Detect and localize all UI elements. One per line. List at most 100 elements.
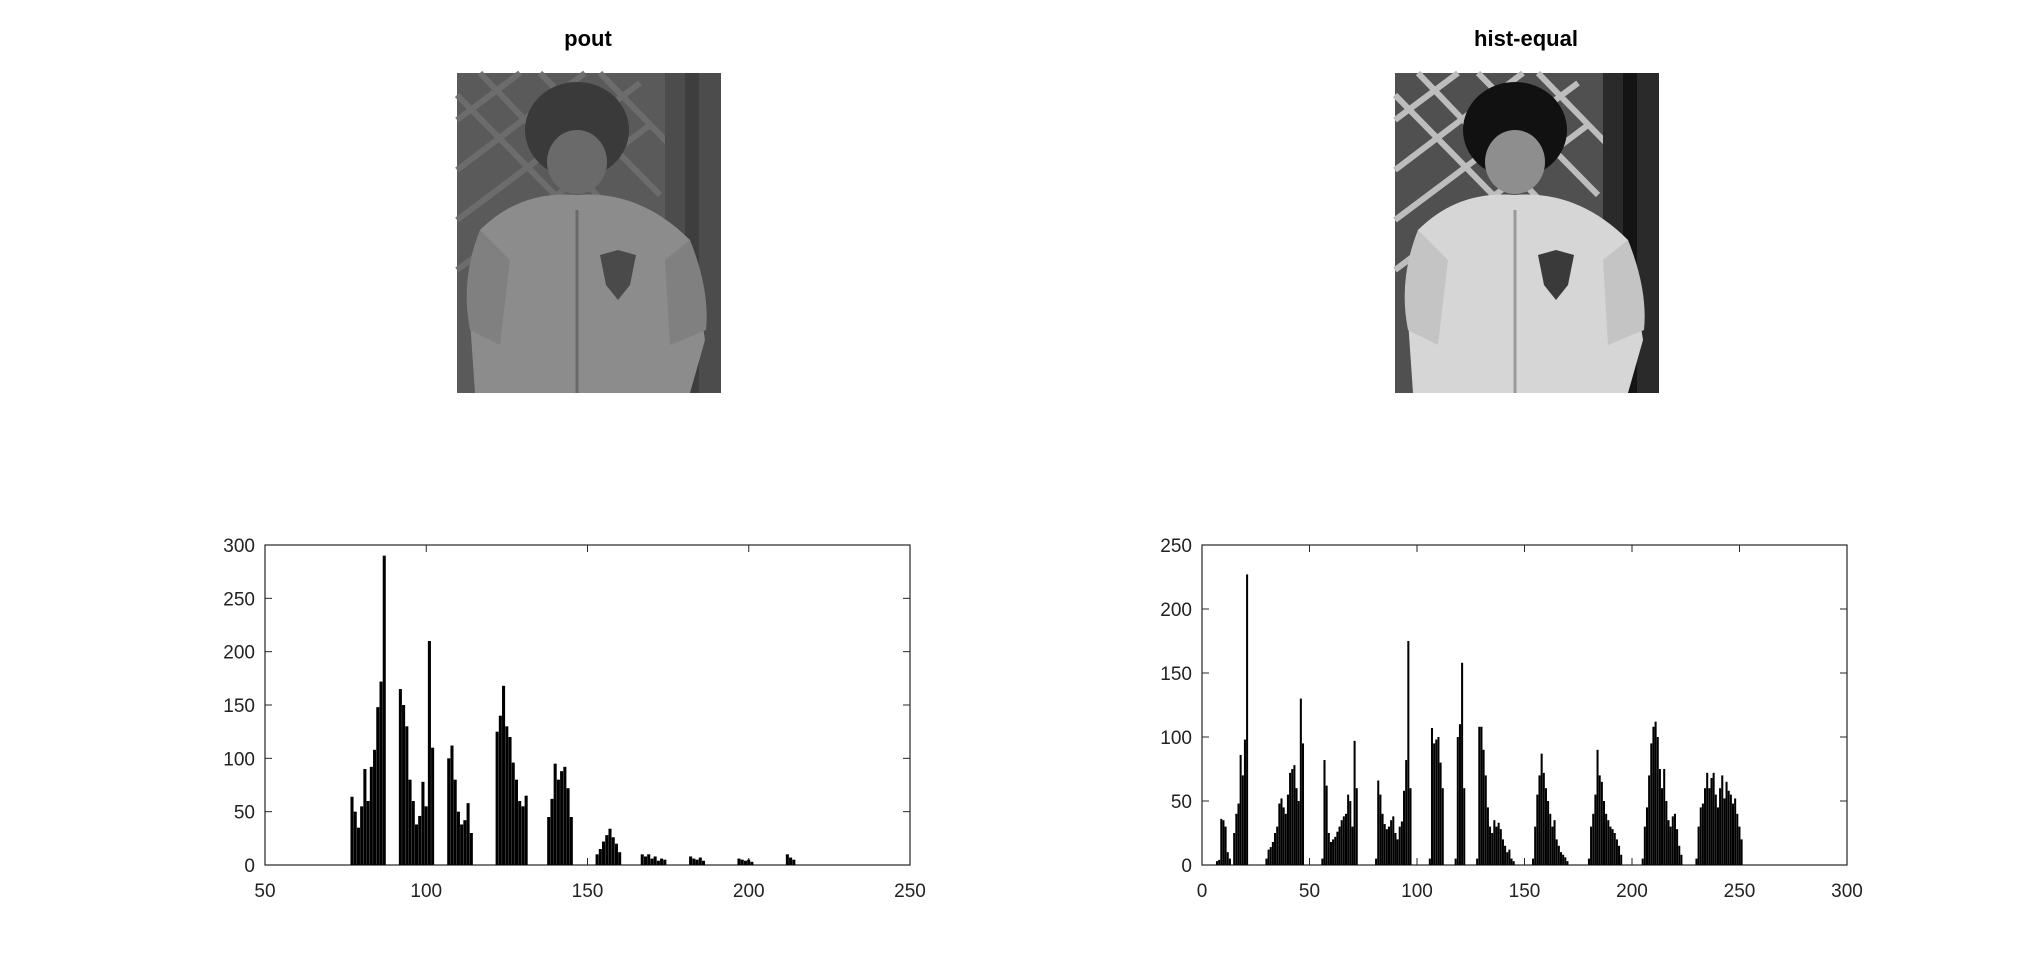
histogram-bar (701, 860, 706, 865)
histogram-bar (1220, 818, 1223, 865)
histogram-bar (1340, 820, 1343, 865)
histogram-bar (1323, 760, 1326, 865)
histogram-bar (450, 745, 454, 865)
histogram-bar (1228, 858, 1231, 865)
histogram-bar (1719, 788, 1722, 865)
histogram-bar (1478, 726, 1481, 865)
histogram-bar (495, 731, 499, 865)
histogram-bar (508, 737, 512, 865)
histogram-bar (518, 801, 522, 865)
histogram-bar (789, 857, 793, 865)
histogram-bar (411, 801, 415, 865)
histogram-bar (1654, 721, 1657, 865)
histogram-bar (1226, 852, 1229, 865)
histogram-bar (1407, 641, 1410, 865)
histogram-bar (1721, 775, 1724, 865)
histogram-bar (1265, 858, 1268, 865)
histogram-bar (792, 859, 796, 865)
x-tick-label: 200 (733, 881, 765, 902)
histogram-bar (1484, 775, 1487, 865)
histogram-bar (608, 828, 612, 865)
histogram-bar (418, 815, 422, 865)
histogram-bar (1336, 831, 1339, 865)
histogram-bar (1349, 801, 1352, 865)
histogram-bar (550, 798, 554, 865)
histogram-bar (502, 685, 506, 865)
histogram-bar (1454, 858, 1457, 865)
histogram-bar (1267, 849, 1270, 865)
histogram-bar (524, 795, 528, 865)
histogram-bar (1284, 813, 1287, 865)
histogram-bar (1673, 813, 1676, 865)
histogram-bar (1504, 845, 1507, 865)
histogram-bar (456, 811, 460, 865)
histogram-bar (1590, 826, 1593, 865)
histogram-bar (1486, 807, 1489, 865)
histogram-bar (402, 705, 406, 865)
histogram-bar (1235, 813, 1238, 865)
histogram-bar (1301, 743, 1305, 865)
histogram-bar (1379, 794, 1382, 865)
histogram-bar (398, 689, 402, 865)
histogram-bar (653, 856, 657, 865)
histogram-bar (1663, 769, 1666, 865)
histogram-bar (1734, 798, 1737, 865)
histogram-bar (1224, 826, 1227, 865)
histogram-bar (1729, 794, 1732, 865)
histogram-bar (1643, 826, 1646, 865)
histogram-bar (356, 827, 360, 865)
histogram-bar (1609, 826, 1612, 865)
histogram-bar (1297, 801, 1300, 865)
histogram-bar (1278, 803, 1281, 865)
histogram-bar (1596, 749, 1599, 865)
histogram-bar (1562, 854, 1565, 865)
histogram-bar (469, 833, 473, 865)
histogram-bar (1280, 798, 1283, 865)
histogram-bar (1534, 826, 1537, 865)
histogram-bar (1510, 858, 1513, 865)
histogram-bar (1641, 858, 1644, 865)
histogram-bar (1706, 772, 1709, 865)
histogram-bar (1394, 833, 1397, 865)
histogram-bar (408, 779, 412, 865)
histogram-bar (598, 849, 602, 865)
histogram-bar (1620, 854, 1623, 865)
histogram-bar (1233, 833, 1236, 865)
histogram-bar (1678, 845, 1681, 865)
histogram-bar (360, 806, 364, 865)
histogram-bar (569, 817, 573, 865)
histogram-bar (1680, 854, 1683, 865)
histogram-bar (1710, 777, 1713, 865)
histogram-bar (656, 860, 660, 865)
histogram-bar (1648, 775, 1651, 865)
histogram-bar (556, 779, 560, 865)
histogram-bar (1602, 801, 1606, 865)
histogram-bar (1667, 820, 1670, 865)
histogram-bar (1506, 852, 1509, 865)
histogram-bar (1501, 839, 1504, 865)
histogram-bar (1559, 852, 1563, 865)
histogram-bar (602, 841, 606, 865)
histogram-bar (1344, 813, 1348, 865)
histogram-bar (1547, 801, 1550, 865)
histogram-bar (1293, 765, 1296, 865)
histogram-bar (1555, 839, 1558, 865)
histogram-bar (350, 796, 354, 865)
histogram-bar (405, 726, 409, 865)
histogram-bar (424, 806, 428, 865)
histogram-bar (1246, 574, 1249, 865)
histogram-bar (547, 817, 551, 865)
histogram-bar (1299, 698, 1302, 865)
histogram-bar (1540, 753, 1543, 865)
histogram-bar (689, 856, 693, 865)
y-tick-label: 50 (234, 803, 255, 824)
histogram-bar (1347, 794, 1350, 865)
histogram-bar (427, 641, 431, 865)
x-tick-label: 150 (572, 881, 604, 902)
histogram-bar (363, 769, 367, 865)
histogram-bar (1716, 807, 1719, 865)
histogram-bar (1532, 858, 1535, 865)
histogram-bar (1736, 813, 1739, 865)
histogram-bar (643, 856, 648, 865)
histogram-bar (1493, 820, 1496, 865)
